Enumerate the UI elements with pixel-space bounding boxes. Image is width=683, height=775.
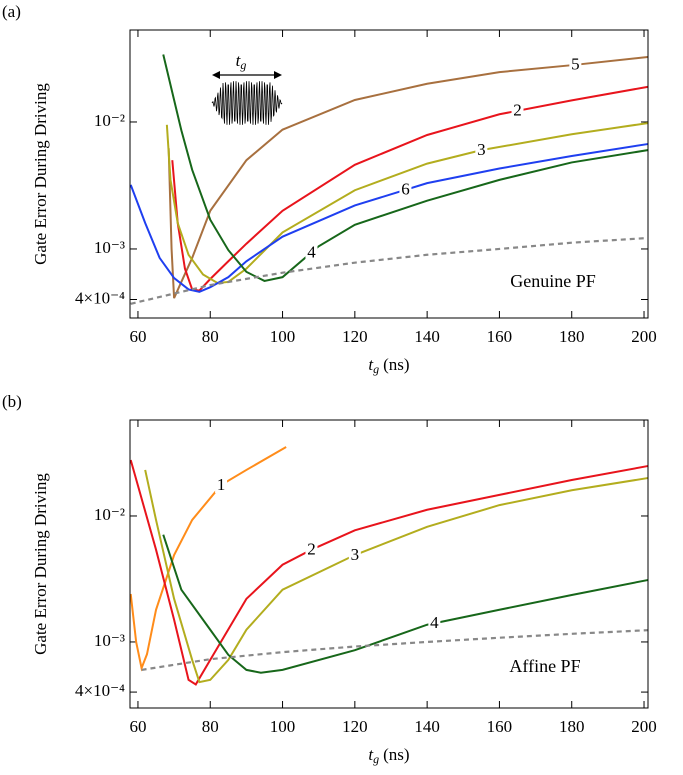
x-label-subscript: g — [373, 362, 379, 376]
curve — [130, 143, 648, 293]
x-tick-label: 120 — [342, 717, 368, 736]
x-tick-label: 60 — [129, 717, 146, 736]
curve — [162, 54, 648, 282]
x-tick-label: 120 — [342, 327, 368, 346]
x-tick-label: 140 — [414, 327, 440, 346]
x-axis-label: tg (ns) — [368, 745, 409, 766]
y-tick-label: 10⁻² — [94, 505, 125, 524]
curve-label: 4 — [430, 613, 439, 632]
curve-label: 1 — [217, 475, 226, 494]
x-tick-label: 160 — [487, 327, 513, 346]
inset-arrowhead — [212, 71, 282, 79]
x-tick-label: 160 — [487, 717, 513, 736]
x-tick-label: 100 — [270, 327, 296, 346]
curve-label: 3 — [351, 545, 360, 564]
x-tick-label: 80 — [202, 327, 219, 346]
plot-area — [130, 446, 648, 686]
x-tick-label: 140 — [414, 717, 440, 736]
label-background — [215, 477, 228, 494]
plot-frame — [129, 29, 649, 319]
curve — [165, 122, 648, 284]
label-background — [399, 181, 412, 198]
baseline-curve — [130, 236, 648, 305]
plot-frame — [129, 419, 649, 709]
label-background — [428, 615, 441, 632]
curve-label: 4 — [307, 242, 316, 261]
x-tick-label: 100 — [270, 717, 296, 736]
y-tick-label: 4×10⁻⁴ — [75, 288, 125, 307]
x-tick-label: 200 — [631, 717, 657, 736]
label-background — [569, 56, 582, 73]
label-background — [511, 102, 524, 119]
curve — [130, 459, 648, 686]
y-axis-label: Gate Error During Driving — [31, 473, 50, 655]
curve — [167, 55, 648, 299]
x-tick-label: 180 — [559, 327, 585, 346]
curve-label: 3 — [477, 140, 486, 159]
label-background — [305, 541, 318, 558]
annotation: Affine PF — [509, 656, 580, 676]
y-tick-label: 4×10⁻⁴ — [75, 681, 125, 700]
y-tick-label: 10⁻³ — [94, 238, 125, 257]
label-background — [305, 244, 318, 261]
curve-label: 2 — [513, 101, 522, 120]
x-label-symbol: t — [368, 355, 374, 374]
curve-label: 5 — [571, 55, 580, 74]
y-tick-label: 10⁻³ — [94, 631, 125, 650]
curve — [144, 469, 648, 684]
curve-label: 2 — [307, 540, 316, 559]
baseline-curve — [141, 629, 648, 671]
curve — [171, 85, 648, 292]
inset-pulse — [211, 81, 283, 125]
x-label-unit: (ns) — [383, 355, 409, 374]
curve — [162, 534, 648, 674]
panel-label: (b) — [2, 392, 22, 411]
plot-area — [130, 54, 648, 305]
panel-label: (a) — [2, 2, 21, 21]
x-axis-label: tg (ns) — [368, 355, 409, 376]
x-label-unit: (ns) — [383, 745, 409, 764]
x-tick-label: 180 — [559, 717, 585, 736]
x-label-subscript: g — [373, 752, 379, 766]
curve-label: 6 — [401, 180, 410, 199]
inset-label-subscript: g — [240, 58, 246, 72]
label-background — [475, 142, 488, 159]
x-tick-label: 80 — [202, 717, 219, 736]
x-tick-label: 60 — [129, 327, 146, 346]
label-background — [348, 547, 361, 564]
annotation: Genuine PF — [510, 271, 596, 291]
curve — [130, 446, 287, 672]
x-label-symbol: t — [368, 745, 374, 764]
x-tick-label: 200 — [631, 327, 657, 346]
inset-label: tg — [236, 51, 247, 72]
y-tick-label: 10⁻² — [94, 111, 125, 130]
y-axis-label: Gate Error During Driving — [31, 83, 50, 265]
inset-label-symbol: t — [236, 51, 242, 70]
